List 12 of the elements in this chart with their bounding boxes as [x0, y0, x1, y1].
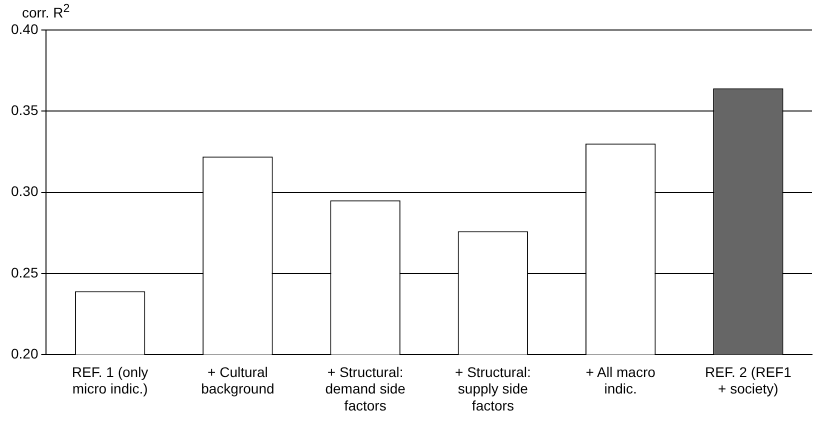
x-tick-label: + All macro indic. — [586, 364, 656, 397]
y-tick-label: 0.40 — [11, 20, 38, 37]
y-tick-label: 0.35 — [11, 102, 38, 118]
x-tick-label: + Structural: supply side factors — [455, 364, 531, 414]
y-tick-label: 0.25 — [11, 264, 38, 280]
y-tick-label: 0.20 — [11, 345, 38, 362]
y-axis-title: corr. R$^{2}$ — [22, 2, 70, 21]
x-tick-label: + Cultural background — [201, 364, 274, 397]
x-tick-label: REF. 2 (REF1 + society) — [705, 364, 792, 397]
y-tick-label: 0.30 — [11, 183, 38, 200]
x-tick-label: + Structural: demand side factors — [325, 364, 406, 414]
x-tick-label: REF. 1 (only micro indic.) — [72, 364, 148, 397]
